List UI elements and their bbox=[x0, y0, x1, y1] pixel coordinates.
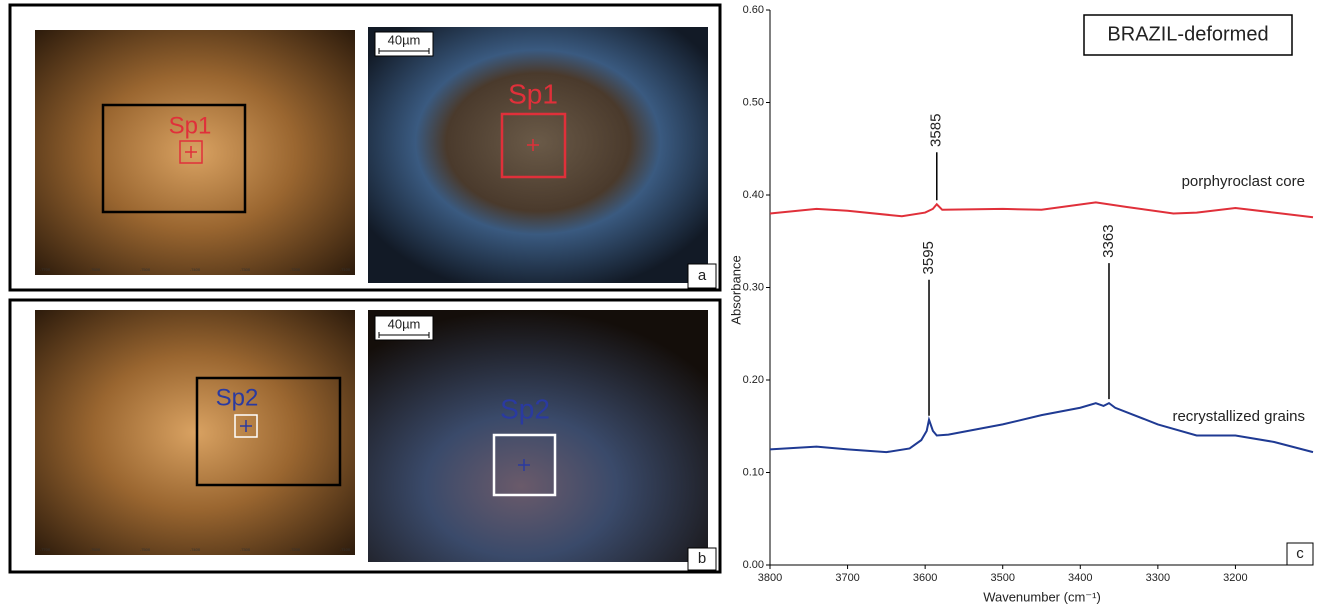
area-box bbox=[101, 103, 247, 214]
micrograph-tick: -7300 bbox=[240, 547, 251, 552]
x-tick-label: 3400 bbox=[1068, 572, 1092, 584]
micrograph-tick: -7700 bbox=[40, 547, 51, 552]
panel-letter: b bbox=[698, 550, 706, 567]
x-tick-label: 3500 bbox=[990, 572, 1014, 584]
title-box bbox=[1083, 14, 1293, 56]
scale-box bbox=[374, 31, 434, 57]
panel-frame bbox=[8, 3, 722, 292]
micrograph-tick: -7100 bbox=[340, 267, 351, 272]
spot-box bbox=[492, 433, 557, 497]
scale-bar: 40µm bbox=[388, 32, 421, 47]
y-tick-label: 0.20 bbox=[743, 374, 764, 386]
peak-label: 3363 bbox=[1100, 224, 1117, 257]
spot-box bbox=[179, 140, 203, 164]
x-tick-label: 3800 bbox=[758, 572, 782, 584]
micrograph-ticks: -7700 -7600 -7500 -7400 -7300 -7200 -7100 -7700… bbox=[40, 267, 351, 552]
series-label: recrystallized grains bbox=[1172, 408, 1305, 425]
scale-line bbox=[378, 48, 430, 54]
y-tick-label: 0.00 bbox=[743, 559, 764, 571]
letter-box bbox=[687, 547, 717, 571]
x-tick-label: 3600 bbox=[913, 572, 937, 584]
spot-label: Sp1 bbox=[169, 112, 212, 139]
x-tick-label: 3700 bbox=[835, 572, 859, 584]
panel-letter: c bbox=[1296, 545, 1304, 562]
peak-label: 3595 bbox=[920, 241, 937, 274]
y-tick-label: 0.60 bbox=[743, 4, 764, 16]
spot-cross bbox=[527, 139, 539, 151]
spot-label: Sp2 bbox=[500, 393, 550, 424]
micrograph-tick: -7400 bbox=[190, 547, 201, 552]
micrograph-tick: -7600 bbox=[90, 267, 101, 272]
x-tick-label: 3200 bbox=[1223, 572, 1247, 584]
scale-line bbox=[378, 332, 430, 338]
spot-box bbox=[234, 414, 258, 438]
spot-label: Sp1 bbox=[508, 78, 558, 109]
y-tick-label: 0.50 bbox=[743, 96, 764, 108]
micrograph-tick: -7600 bbox=[90, 547, 101, 552]
micrograph-tick: -7500 bbox=[140, 267, 151, 272]
spot-cross bbox=[240, 420, 252, 432]
series-line bbox=[769, 201, 1314, 219]
y-tick-label: 0.30 bbox=[743, 281, 764, 293]
panel-frame bbox=[8, 298, 722, 574]
micrograph-tick: -7700 bbox=[40, 267, 51, 272]
chart-title: BRAZIL-deformed bbox=[1107, 23, 1268, 45]
area-box bbox=[195, 376, 342, 487]
micrograph bbox=[368, 27, 708, 283]
micrograph-tick: -7200 bbox=[290, 547, 301, 552]
series-label: porphyroclast core bbox=[1182, 173, 1305, 190]
peak-label: 3585 bbox=[928, 114, 945, 147]
micrograph-tick: -7500 bbox=[140, 547, 151, 552]
micrograph-tick: -7300 bbox=[240, 267, 251, 272]
x-axis-label: Wavenumber (cm⁻¹) bbox=[983, 589, 1101, 604]
x-tick-label: 3300 bbox=[1146, 572, 1170, 584]
micrograph-tick: -7100 bbox=[340, 547, 351, 552]
micrograph bbox=[35, 310, 355, 555]
spot-box bbox=[500, 112, 567, 179]
y-tick-label: 0.10 bbox=[743, 466, 764, 478]
spot-label: Sp2 bbox=[216, 384, 259, 411]
y-tick-label: 0.40 bbox=[743, 189, 764, 201]
spot-cross bbox=[518, 459, 530, 471]
micrograph-tick: -7400 bbox=[190, 267, 201, 272]
panel-letter: a bbox=[698, 267, 707, 284]
spot-cross bbox=[185, 146, 197, 158]
scale-bar: 40µm bbox=[388, 316, 421, 331]
spectrum-chart: BRAZIL-deformed c Wavenumber (cm⁻¹) Abso… bbox=[728, 4, 1314, 604]
y-axis-label: Absorbance bbox=[728, 255, 743, 324]
letter-box bbox=[687, 263, 717, 289]
series-line bbox=[769, 401, 1314, 454]
scale-box bbox=[374, 315, 434, 341]
micrograph-tick: -7200 bbox=[290, 267, 301, 272]
